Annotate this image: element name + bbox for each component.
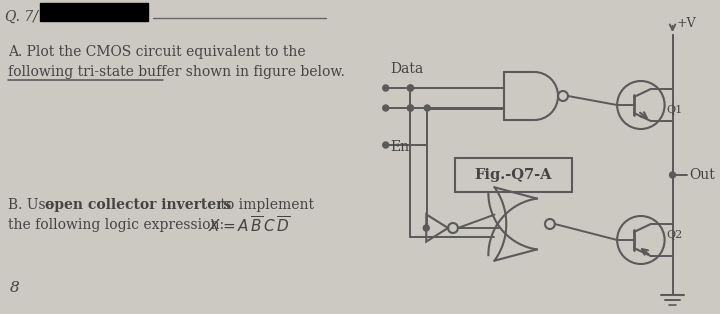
- Text: Data: Data: [391, 62, 424, 76]
- Text: Out: Out: [689, 168, 715, 182]
- Text: 8: 8: [10, 281, 19, 295]
- Text: Q2: Q2: [667, 230, 683, 240]
- Bar: [40, 3, 148, 21]
- Text: to implement: to implement: [215, 198, 314, 212]
- Text: Fig.-Q7-A: Fig.-Q7-A: [474, 168, 552, 182]
- Text: Q1: Q1: [667, 105, 683, 115]
- Text: following tri-state buffer shown in figure below.: following tri-state buffer shown in figu…: [8, 65, 345, 79]
- Bar: [455, 158, 572, 192]
- Circle shape: [383, 85, 389, 91]
- Text: $X = A\,\overline{B}\,C\,\overline{D}$: $X = A\,\overline{B}\,C\,\overline{D}$: [207, 216, 290, 236]
- Circle shape: [423, 225, 429, 231]
- Circle shape: [383, 142, 389, 148]
- Text: open collector inverters: open collector inverters: [45, 198, 232, 212]
- Text: Q. 7/: Q. 7/: [5, 10, 38, 24]
- Text: B. Use: B. Use: [8, 198, 58, 212]
- Text: En: En: [391, 140, 410, 154]
- Circle shape: [670, 172, 675, 178]
- Text: A. Plot the CMOS circuit equivalent to the: A. Plot the CMOS circuit equivalent to t…: [8, 45, 305, 59]
- Circle shape: [383, 105, 389, 111]
- Circle shape: [408, 105, 413, 111]
- Circle shape: [408, 85, 413, 91]
- Text: +V: +V: [677, 17, 696, 30]
- Circle shape: [408, 105, 413, 111]
- Circle shape: [408, 85, 413, 91]
- Circle shape: [424, 105, 431, 111]
- Text: the following logic expression:: the following logic expression:: [8, 218, 224, 232]
